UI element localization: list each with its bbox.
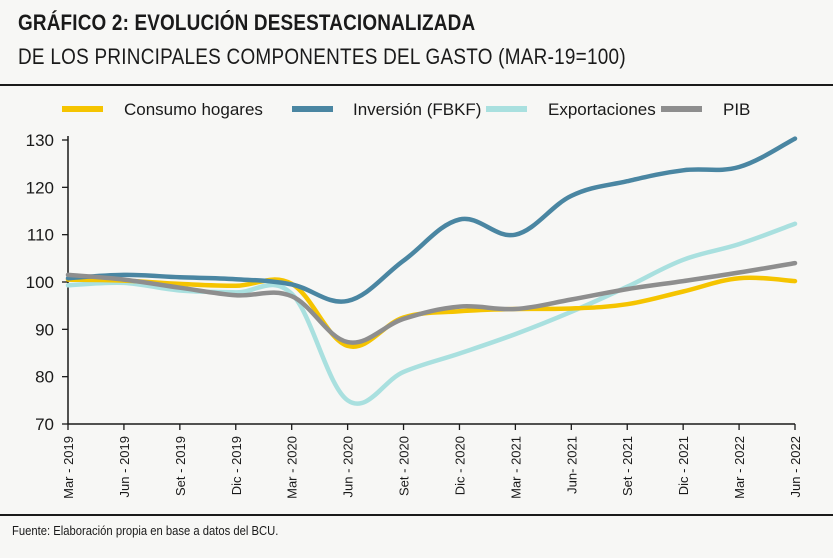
data-point-exportaciones [401, 370, 406, 374]
data-point-inversion-fbkf [625, 179, 630, 183]
x-tick-label: Mar - 2022 [732, 436, 747, 499]
data-point-pib [681, 279, 685, 283]
x-tick-label: Dic - 2021 [676, 436, 691, 495]
x-tick-label: Jun- 2021 [564, 436, 579, 494]
data-point-inversion-fbkf [737, 165, 741, 169]
data-point-pib [793, 261, 797, 265]
data-point-inversion-fbkf [569, 194, 574, 198]
y-tick-label: 120 [26, 178, 54, 197]
y-tick-label: 80 [35, 368, 54, 387]
data-point-pib [345, 340, 350, 344]
data-point-inversion-fbkf [122, 273, 126, 277]
data-point-pib [569, 297, 574, 302]
data-point-consumo-hogares [178, 282, 182, 286]
data-point-inversion-fbkf [457, 217, 462, 222]
data-point-inversion-fbkf [345, 299, 350, 303]
data-point-inversion-fbkf [289, 282, 294, 287]
data-point-consumo-hogares [233, 283, 238, 288]
x-tick-label: Mar - 2019 [61, 436, 76, 499]
x-tick-label: Jun - 2020 [341, 436, 356, 497]
x-tick-label: Dic - 2020 [452, 436, 467, 495]
x-tick-label: Set - 2020 [397, 436, 412, 496]
data-point-exportaciones [457, 351, 462, 356]
data-point-inversion-fbkf [401, 258, 406, 263]
data-point-consumo-hogares [681, 289, 685, 294]
x-tick-label: Dic - 2019 [229, 436, 244, 495]
data-point-consumo-hogares [737, 276, 741, 281]
data-point-exportaciones [345, 398, 350, 403]
data-point-pib [457, 304, 462, 309]
series-group [65, 136, 798, 406]
data-point-pib [233, 293, 238, 298]
legend-label-consumo-hogares: Consumo hogares [124, 100, 263, 119]
data-point-inversion-fbkf [513, 232, 518, 237]
data-point-exportaciones [513, 332, 518, 336]
data-point-exportaciones [569, 310, 574, 314]
data-point-pib [625, 287, 630, 291]
data-point-inversion-fbkf [178, 275, 182, 280]
x-tick-label: Mar - 2021 [508, 436, 523, 499]
top-divider [0, 84, 833, 86]
source-note: Fuente: Elaboración propia en base a dat… [12, 524, 279, 538]
y-tick-label: 70 [35, 415, 54, 434]
legend: Consumo hogares Inversión (FBKF) Exportaci… [62, 100, 750, 119]
data-point-exportaciones [737, 242, 741, 246]
legend-label-inversion-fbkf: Inversión (FBKF) [353, 100, 481, 119]
y-tick-label: 90 [35, 320, 54, 339]
bottom-divider [0, 514, 833, 516]
data-point-consumo-hogares [457, 309, 462, 314]
legend-label-exportaciones: Exportaciones [548, 100, 656, 119]
series-line-pib [65, 260, 798, 345]
axes: 70 80 90 100 110 120 130 Mar - 2019 Jun - 2019 Se… [26, 131, 803, 499]
x-tick-label: Set - 2019 [173, 436, 188, 496]
data-point-pib [289, 294, 294, 299]
data-point-exportaciones [681, 257, 685, 262]
data-point-exportaciones [66, 283, 70, 288]
data-point-exportaciones [793, 221, 797, 226]
data-point-consumo-hogares [793, 279, 797, 283]
legend-label-pib: PIB [723, 100, 750, 119]
data-point-pib [122, 277, 126, 282]
data-point-pib [513, 307, 518, 311]
chart-title: GRÁFICO 2: EVOLUCIÓN DESESTACIONALIZADA [18, 10, 476, 35]
x-tick-label: Mar - 2020 [285, 436, 300, 499]
data-point-consumo-hogares [625, 302, 630, 307]
x-tick-label: Jun - 2019 [117, 436, 132, 497]
data-point-pib [66, 273, 70, 277]
data-point-pib [737, 270, 741, 275]
chart-subtitle: DE LOS PRINCIPALES COMPONENTES DEL GASTO… [18, 44, 626, 69]
data-point-pib [401, 317, 406, 321]
y-tick-label: 130 [26, 131, 54, 150]
series-line-inversion-fbkf [65, 136, 798, 304]
y-tick-label: 100 [26, 273, 54, 292]
data-point-inversion-fbkf [681, 168, 685, 173]
data-point-consumo-hogares [569, 306, 574, 311]
x-tick-label: Set - 2021 [620, 436, 635, 496]
data-point-pib [178, 285, 182, 290]
data-point-inversion-fbkf [793, 136, 797, 141]
x-tick-label: Jun - 2022 [788, 436, 803, 497]
data-point-inversion-fbkf [233, 277, 238, 281]
data-point-inversion-fbkf [66, 276, 70, 281]
data-point-consumo-hogares [345, 344, 350, 348]
y-tick-label: 110 [27, 226, 54, 245]
